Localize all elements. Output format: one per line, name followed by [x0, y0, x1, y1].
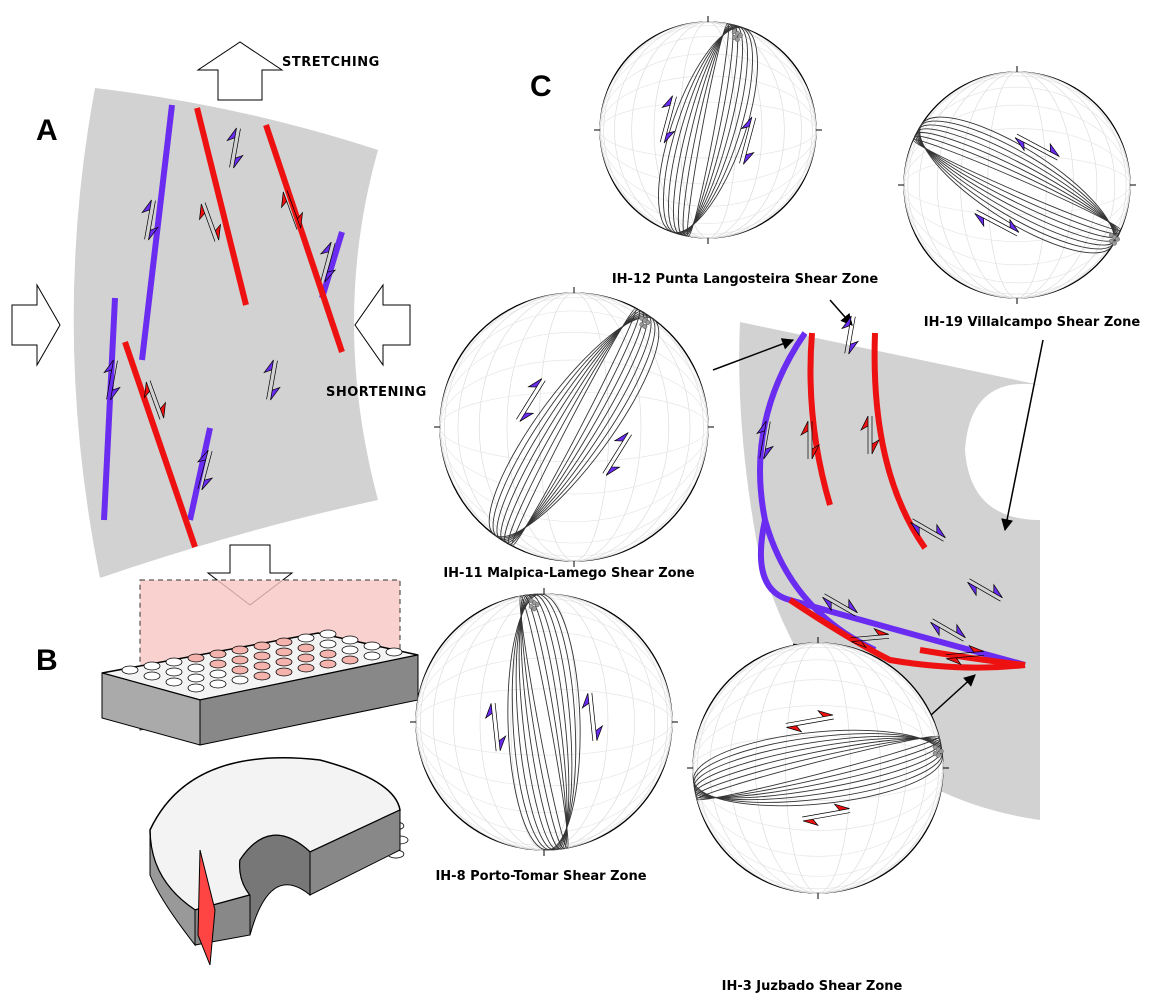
- hole: [276, 658, 292, 666]
- hole: [298, 634, 314, 642]
- hole: [254, 642, 270, 650]
- panel-a: A STRETCHING SHORTENING: [12, 42, 427, 605]
- hole: [298, 664, 314, 672]
- stereonet: IH-8 Porto-Tomar Shear Zone: [410, 588, 678, 884]
- lineation: [939, 749, 943, 753]
- stereonet: IH-11 Malpica-Lamego Shear Zone: [434, 287, 714, 581]
- stereonet: IH-3 Juzbado Shear Zone: [687, 637, 949, 994]
- stereonet-label: IH-19 Villalcampo Shear Zone: [924, 315, 1141, 330]
- hole: [276, 648, 292, 656]
- deformed-block: [74, 88, 378, 578]
- hole: [166, 678, 182, 686]
- stereonet: IH-12 Punta Langosteira Shear Zone: [594, 16, 878, 287]
- hole: [232, 666, 248, 674]
- hole: [276, 638, 292, 646]
- hole: [298, 654, 314, 662]
- lineation: [646, 320, 650, 324]
- stereonet: IH-19 Villalcampo Shear Zone: [898, 66, 1140, 330]
- hole: [254, 662, 270, 670]
- hole: [210, 670, 226, 678]
- hole: [386, 648, 402, 656]
- hole: [342, 656, 358, 664]
- hole: [144, 672, 160, 680]
- lineation: [532, 606, 536, 610]
- hole: [364, 642, 380, 650]
- hole: [188, 684, 204, 692]
- hole: [210, 660, 226, 668]
- net-circle: [440, 293, 708, 561]
- lineation: [735, 37, 739, 41]
- hole: [342, 646, 358, 654]
- net-circle: [904, 72, 1130, 298]
- hole: [254, 652, 270, 660]
- stereonet-label: IH-8 Porto-Tomar Shear Zone: [435, 869, 646, 884]
- annotation: SHORTENING: [326, 385, 427, 400]
- hole: [188, 674, 204, 682]
- hole: [210, 680, 226, 688]
- hole: [166, 658, 182, 666]
- hole: [276, 668, 292, 676]
- hole: [210, 650, 226, 658]
- hole: [188, 654, 204, 662]
- stereonet-label: IH-11 Malpica-Lamego Shear Zone: [443, 566, 694, 581]
- hole: [320, 650, 336, 658]
- hole: [320, 660, 336, 668]
- hole: [320, 630, 336, 638]
- hole: [342, 636, 358, 644]
- annotation: STRETCHING: [282, 55, 380, 70]
- panel-b: B: [36, 580, 418, 965]
- hole: [188, 664, 204, 672]
- hole: [232, 656, 248, 664]
- figure: A STRETCHING SHORTENING B C: [0, 0, 1152, 1002]
- lineation: [535, 602, 539, 606]
- hole: [144, 662, 160, 670]
- lineation: [643, 324, 647, 328]
- hole: [232, 646, 248, 654]
- hole: [320, 640, 336, 648]
- stereonet-label: IH-12 Punta Langosteira Shear Zone: [612, 272, 879, 287]
- panel-label: A: [36, 114, 58, 147]
- shorten-arrow: [355, 285, 410, 365]
- stretch-arrow: [198, 42, 282, 100]
- panel-label: B: [36, 644, 58, 677]
- stereonet-label: IH-3 Juzbado Shear Zone: [722, 979, 903, 994]
- lineation: [1112, 241, 1116, 245]
- shorten-arrow: [12, 285, 60, 365]
- hole: [254, 672, 270, 680]
- hole: [364, 652, 380, 660]
- lineation: [936, 753, 940, 757]
- lineation: [738, 33, 742, 37]
- panel-label: C: [530, 70, 552, 103]
- lineation: [1115, 237, 1119, 241]
- hole: [122, 666, 138, 674]
- hole: [166, 668, 182, 676]
- curved-block-inner: [240, 835, 310, 935]
- hole: [298, 644, 314, 652]
- hole: [232, 676, 248, 684]
